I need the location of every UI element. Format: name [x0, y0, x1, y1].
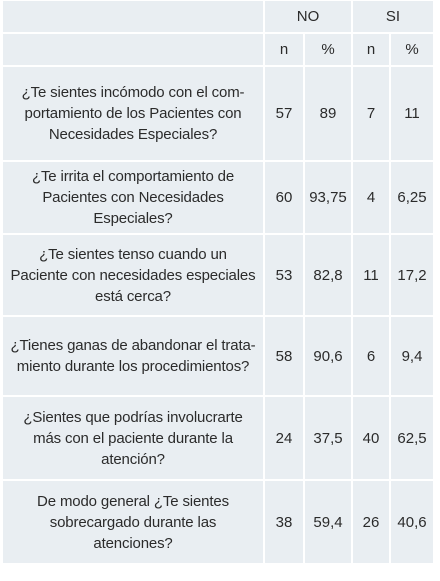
table-row: ¿Te sientes tenso cuando un Paciente con… [3, 235, 435, 317]
question-cell: ¿Te sientes incómodo con el com-portamie… [3, 67, 265, 162]
si-pct-cell: 62,5 [391, 397, 435, 481]
header-row-columns: n % n % [3, 34, 435, 67]
no-pct-cell: 37,5 [305, 397, 353, 481]
survey-table: NO SI n % n % ¿Te sientes incómodo con e… [3, 1, 435, 565]
si-pct-cell: 9,4 [391, 317, 435, 397]
si-pct-cell: 6,25 [391, 162, 435, 235]
header-no-pct: % [305, 34, 353, 67]
si-n-cell: 11 [353, 235, 391, 317]
header-si-n: n [353, 34, 391, 67]
si-pct-cell: 40,6 [391, 481, 435, 565]
no-pct-cell: 93,75 [305, 162, 353, 235]
table-row: ¿Te irrita el comportamiento de Paciente… [3, 162, 435, 235]
si-pct-cell: 17,2 [391, 235, 435, 317]
question-cell: ¿Te sientes tenso cuando un Paciente con… [3, 235, 265, 317]
no-pct-cell: 59,4 [305, 481, 353, 565]
no-n-cell: 24 [265, 397, 305, 481]
table-row: De modo general ¿Te sientes sobrecargado… [3, 481, 435, 565]
header-no: NO [265, 1, 353, 34]
si-n-cell: 26 [353, 481, 391, 565]
table-row: ¿Tienes ganas de abandonar el trata-mien… [3, 317, 435, 397]
header-row-groups: NO SI [3, 1, 435, 34]
si-n-cell: 4 [353, 162, 391, 235]
no-pct-cell: 90,6 [305, 317, 353, 397]
header-empty-cell [3, 34, 265, 67]
table-row: ¿Sientes que podrías involucrarte más co… [3, 397, 435, 481]
question-cell: ¿Tienes ganas de abandonar el trata-mien… [3, 317, 265, 397]
question-cell: ¿Te irrita el comportamiento de Paciente… [3, 162, 265, 235]
no-pct-cell: 82,8 [305, 235, 353, 317]
si-n-cell: 6 [353, 317, 391, 397]
question-cell: ¿Sientes que podrías involucrarte más co… [3, 397, 265, 481]
no-n-cell: 58 [265, 317, 305, 397]
no-pct-cell: 89 [305, 67, 353, 162]
header-no-n: n [265, 34, 305, 67]
no-n-cell: 38 [265, 481, 305, 565]
no-n-cell: 53 [265, 235, 305, 317]
question-cell: De modo general ¿Te sientes sobrecargado… [3, 481, 265, 565]
si-n-cell: 7 [353, 67, 391, 162]
si-n-cell: 40 [353, 397, 391, 481]
header-si-pct: % [391, 34, 435, 67]
header-si: SI [353, 1, 435, 34]
no-n-cell: 60 [265, 162, 305, 235]
si-pct-cell: 11 [391, 67, 435, 162]
table-row: ¿Te sientes incómodo con el com-portamie… [3, 67, 435, 162]
header-empty-cell [3, 1, 265, 34]
no-n-cell: 57 [265, 67, 305, 162]
